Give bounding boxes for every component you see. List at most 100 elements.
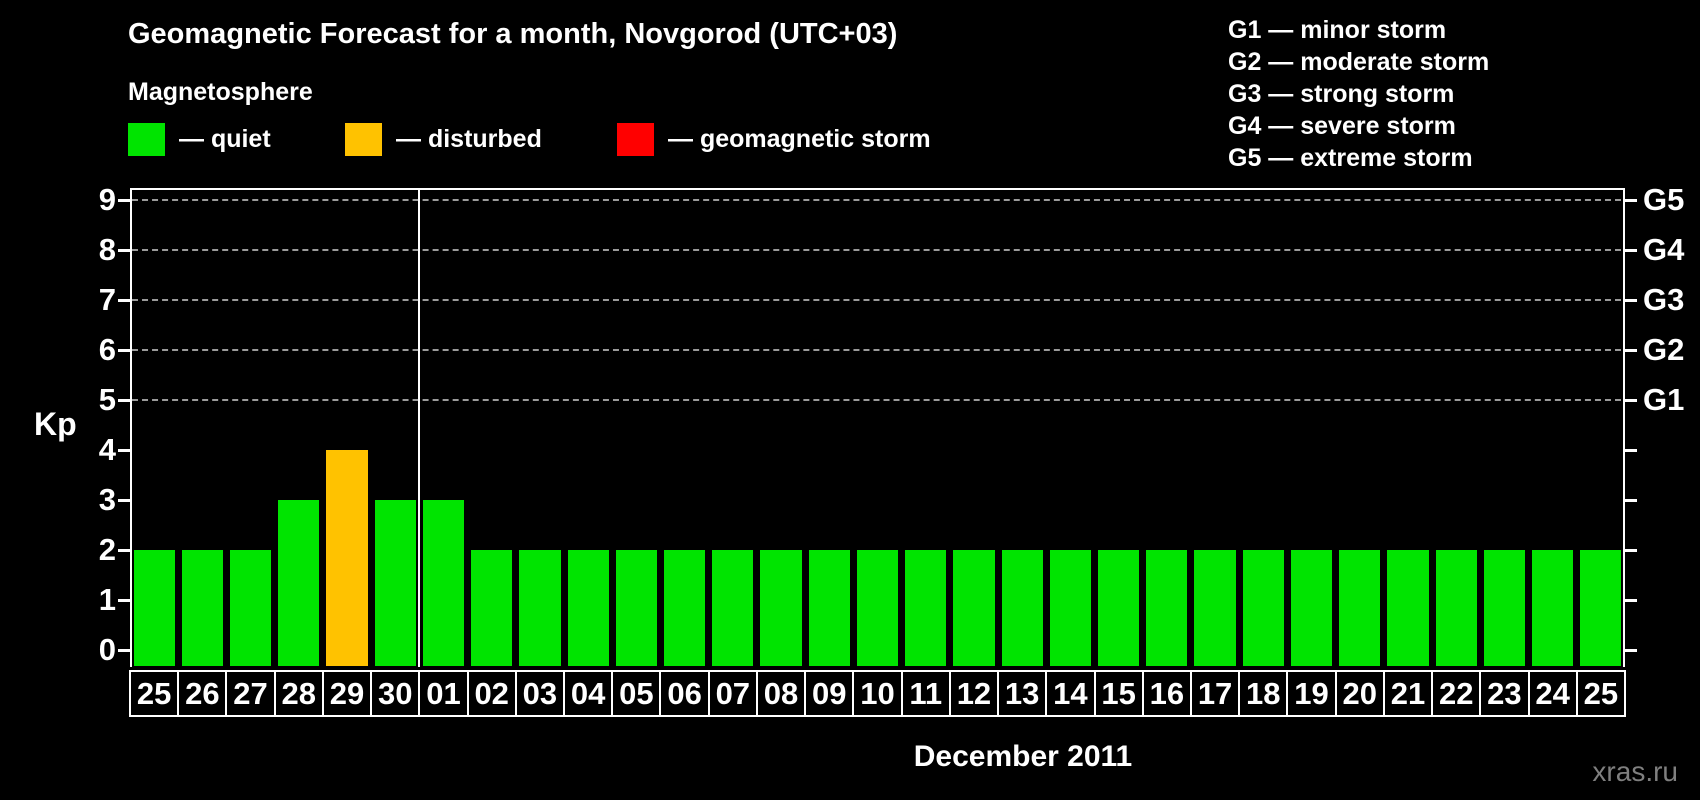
- day-label: 10: [852, 670, 903, 717]
- legend-item-disturbed: — disturbed: [345, 121, 542, 157]
- chart-title: Geomagnetic Forecast for a month, Novgor…: [128, 18, 898, 50]
- y-tick-label: 0: [98, 632, 116, 667]
- y-axis-tick: [118, 349, 130, 352]
- g-level-label: G1: [1643, 382, 1685, 417]
- kp-bar: [615, 550, 657, 666]
- kp-bar: [229, 550, 272, 666]
- day-label: 22: [1431, 670, 1482, 717]
- g5-legend-line: G5 — extreme storm: [1228, 144, 1473, 172]
- y-tick-label: 1: [98, 582, 116, 617]
- right-axis-tick: [1625, 449, 1637, 452]
- kp-bar: [1290, 550, 1333, 666]
- day-label: 25: [129, 670, 180, 717]
- kp-bar: [1580, 550, 1622, 666]
- day-label: 29: [321, 670, 373, 717]
- y-axis-tick: [118, 449, 130, 452]
- y-tick-label: 5: [98, 382, 116, 417]
- y-axis-tick: [118, 649, 130, 652]
- legend-label-storm: — geomagnetic storm: [668, 124, 931, 153]
- day-label: 18: [1238, 670, 1289, 717]
- day-label: 09: [804, 670, 855, 717]
- kp-bar: [1242, 550, 1284, 666]
- plot-border: [130, 188, 1625, 667]
- y-axis-tick: [118, 599, 130, 602]
- right-axis-tick: [1625, 249, 1637, 252]
- legend-item-storm: — geomagnetic storm: [617, 121, 931, 157]
- kp-axis-title: Kp: [34, 406, 77, 442]
- day-label: 27: [225, 670, 276, 717]
- day-label: 01: [418, 670, 469, 717]
- gridline: [132, 299, 1621, 301]
- day-label: 14: [1045, 670, 1096, 717]
- y-axis-tick: [118, 299, 130, 302]
- day-label: 07: [707, 670, 758, 717]
- right-axis-tick: [1625, 549, 1637, 552]
- kp-bar: [519, 550, 561, 666]
- kp-bar: [1435, 550, 1477, 666]
- kp-bar: [808, 550, 850, 666]
- day-label: 04: [563, 670, 614, 717]
- day-label: 11: [900, 670, 951, 717]
- kp-bar: [1194, 550, 1236, 666]
- watermark: xras.ru: [1592, 756, 1678, 787]
- day-label: 24: [1527, 670, 1578, 717]
- g2-legend-line: G2 — moderate storm: [1228, 48, 1490, 76]
- kp-bar: [712, 550, 754, 666]
- kp-bar: [856, 550, 899, 666]
- kp-bar: [1339, 550, 1381, 666]
- day-label: 06: [659, 670, 710, 717]
- right-axis-tick: [1625, 649, 1637, 652]
- g3-legend-line: G3 — strong storm: [1228, 80, 1455, 108]
- kp-bar: [133, 550, 175, 666]
- y-tick-label: 8: [98, 232, 116, 267]
- kp-bar: [1049, 550, 1091, 666]
- day-label: 30: [370, 670, 421, 717]
- day-label: 02: [466, 670, 517, 717]
- gridline: [132, 199, 1621, 201]
- y-axis-tick: [118, 549, 130, 552]
- y-axis-tick: [118, 499, 130, 502]
- day-label: 16: [1141, 670, 1192, 717]
- day-label: 23: [1479, 670, 1530, 717]
- storm-color-swatch: [617, 122, 654, 156]
- g-level-label: G2: [1643, 332, 1685, 367]
- g1-legend-line: G1 — minor storm: [1228, 16, 1447, 44]
- kp-bar: [1483, 550, 1526, 666]
- month-divider-line: [418, 190, 421, 667]
- y-axis-tick: [118, 249, 130, 252]
- day-label: 26: [177, 670, 228, 717]
- kp-bar: [1532, 550, 1574, 666]
- right-axis-tick: [1625, 299, 1637, 302]
- kp-bar: [326, 450, 368, 666]
- right-axis-tick: [1625, 599, 1637, 602]
- kp-bar: [953, 550, 995, 666]
- day-label: 12: [948, 670, 1000, 717]
- kp-bar: [1146, 550, 1188, 666]
- kp-bar: [1098, 550, 1140, 666]
- right-axis-tick: [1625, 399, 1637, 402]
- y-tick-label: 7: [98, 282, 116, 317]
- disturbed-color-swatch: [345, 122, 382, 156]
- day-label: 13: [997, 670, 1048, 717]
- g-scale-legend: G1 — minor storm G2 — moderate storm G3 …: [1228, 14, 1489, 174]
- kp-bar: [663, 550, 706, 666]
- day-label: 17: [1189, 670, 1241, 717]
- day-label: 20: [1334, 670, 1385, 717]
- day-label: 03: [514, 670, 566, 717]
- day-label: 19: [1286, 670, 1337, 717]
- day-label: 15: [1093, 670, 1144, 717]
- g-level-label: G3: [1643, 282, 1685, 317]
- gridline: [132, 249, 1621, 251]
- legend-label-disturbed: — disturbed: [396, 124, 542, 153]
- kp-bar: [1387, 550, 1429, 666]
- day-label: 25: [1575, 670, 1626, 717]
- day-label: 28: [273, 670, 324, 717]
- right-axis-tick: [1625, 349, 1637, 352]
- magnetosphere-label: Magnetosphere: [128, 78, 313, 106]
- kp-bar: [181, 550, 223, 666]
- kp-bar: [278, 500, 320, 666]
- legend-item-quiet: — quiet: [128, 121, 271, 157]
- y-tick-label: 3: [98, 482, 116, 517]
